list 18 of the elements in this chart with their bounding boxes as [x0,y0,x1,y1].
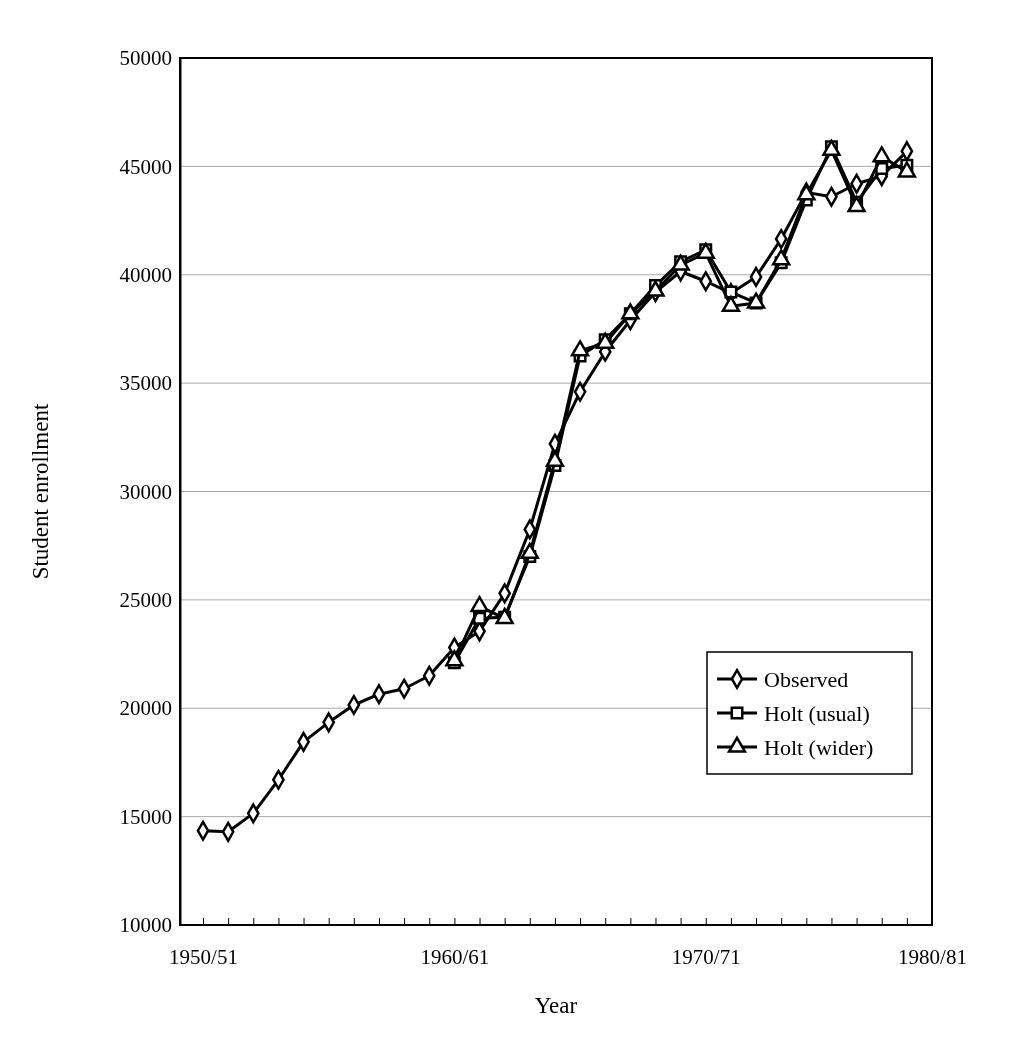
y-tick-label: 45000 [119,154,172,179]
x-tick-label: 1950/51 [169,944,238,969]
legend-label: Observed [764,666,849,692]
y-tick-label: 15000 [119,804,172,829]
x-tick-label: 1980/81 [898,944,967,969]
legend-label: Holt (usual) [764,700,870,726]
y-tick-label: 50000 [119,46,172,71]
x-tick-label: 1970/71 [671,944,741,969]
y-tick-label: 25000 [119,588,172,613]
x-tick-label: 1960/61 [420,944,490,969]
x-axis-title: Year [534,993,578,1018]
y-tick-label: 10000 [119,913,172,938]
y-tick-label: 30000 [119,479,172,504]
y-tick-label: 35000 [119,371,172,396]
y-axis-title: Student enrollment [28,403,54,580]
y-tick-label: 20000 [119,696,172,721]
y-tick-label: 40000 [119,262,172,287]
legend-label: Holt (wider) [764,734,874,760]
